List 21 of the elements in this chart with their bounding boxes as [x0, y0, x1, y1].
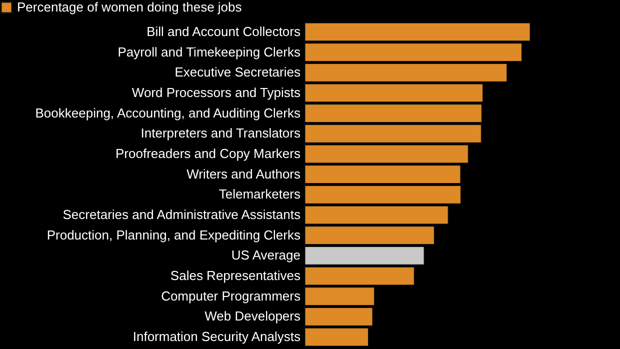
y-tick-label: Web Developers [204, 308, 301, 324]
bar [304, 308, 373, 326]
legend-label: Percentage of women doing these jobs [17, 0, 242, 14]
y-tick-label: Payroll and Timekeeping Clerks [118, 44, 301, 60]
y-tick-label: Sales Representatives [170, 268, 301, 284]
y-tick-label: Computer Programmers [161, 288, 301, 304]
y-tick-label: Secretaries and Administrative Assistants [62, 207, 301, 222]
y-tick-label: Writers and Authors [186, 166, 301, 182]
y-tick-label: Word Processors and Typists [132, 84, 301, 100]
y-tick-label: Bookkeeping, Accounting, and Auditing Clerks [35, 105, 301, 120]
y-tick-label: Interpreters and Translators [140, 126, 301, 141]
y-tick-label: Bill and Account Collectors [146, 24, 301, 39]
y-tick-label: US Average [231, 248, 300, 263]
bar [304, 43, 522, 62]
y-tick-label: Proofreaders and Copy Markers [116, 146, 301, 161]
y-tick-label: Information Security Analysts [132, 329, 301, 344]
bar [304, 22, 530, 42]
y-tick-label: Production, Planning, and Expediting Clerks [46, 227, 301, 242]
bar [304, 328, 368, 346]
y-tick-label: Executive Secretaries [174, 64, 301, 80]
y-tick-label: Telemarketers [218, 186, 301, 202]
